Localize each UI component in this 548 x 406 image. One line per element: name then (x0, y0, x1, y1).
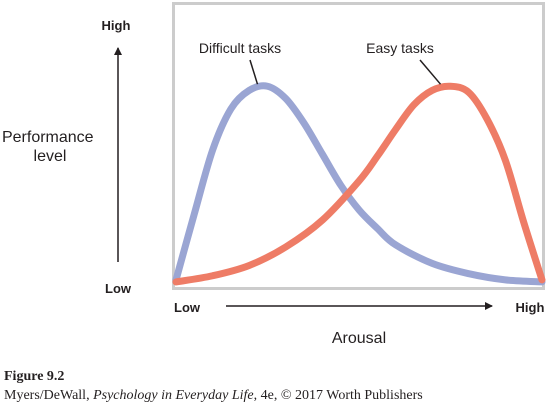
credit-authors: Myers/DeWall, (4, 388, 93, 403)
figure-credit: Myers/DeWall, Psychology in Everyday Lif… (4, 388, 423, 403)
x-tick-low: Low (174, 300, 201, 315)
easy-tasks-line (172, 82, 546, 286)
x-tick-high: High (516, 300, 545, 315)
difficult-tasks-line (172, 82, 546, 286)
y-tick-low: Low (105, 281, 132, 296)
credit-edition: , 4e, © 2017 Worth Publishers (254, 388, 423, 403)
plot-frame (172, 2, 545, 290)
difficult-tasks-label: Difficult tasks (199, 40, 281, 56)
y-axis-label: Performance level (2, 129, 98, 165)
x-axis-label: Arousal (332, 330, 386, 347)
credit-book-title: Psychology in Everyday Life (92, 388, 254, 403)
difficult-tasks-leader (249, 59, 259, 85)
easy-tasks-label: Easy tasks (366, 40, 434, 56)
y-tick-high: High (102, 18, 131, 33)
easy-tasks-leader (419, 59, 442, 85)
figure-label: Figure 9.2 (4, 369, 64, 384)
